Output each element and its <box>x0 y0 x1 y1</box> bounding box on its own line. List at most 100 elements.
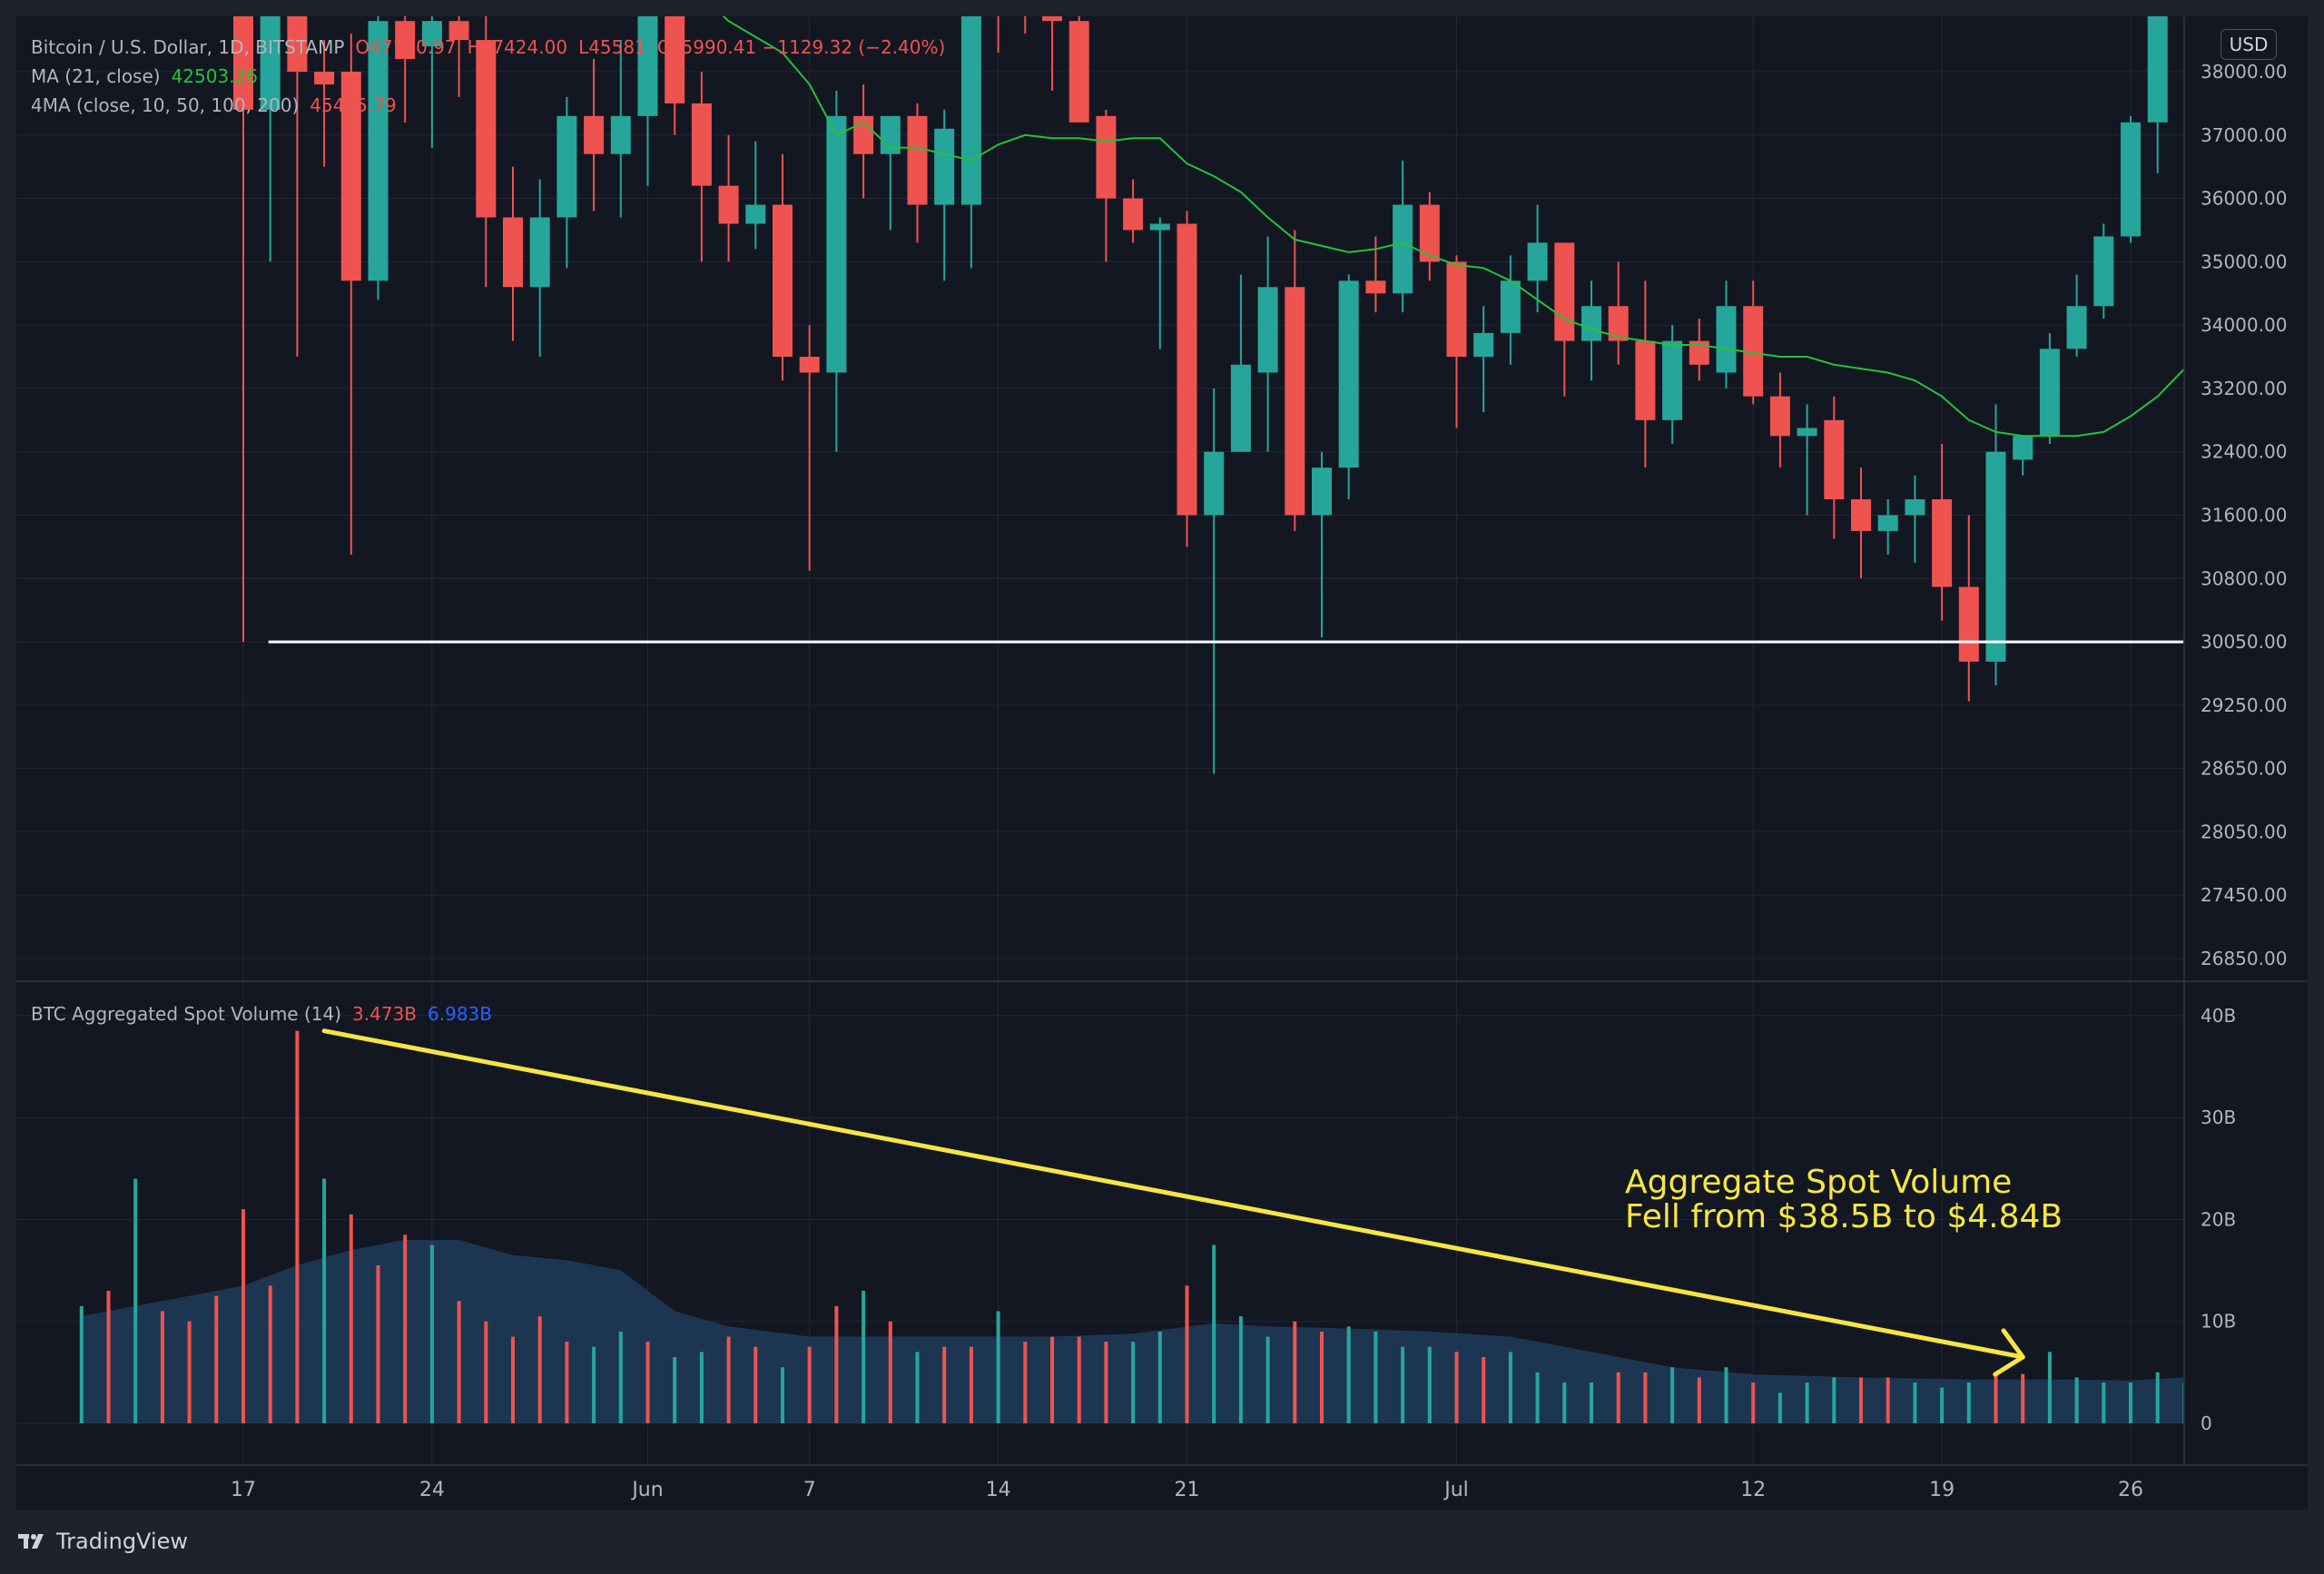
volume-bar <box>1562 1382 1567 1423</box>
volume-axis: 0 10B 20B 30B 40B <box>2201 1005 2236 1434</box>
volume-bar <box>106 1291 111 1423</box>
candle-body <box>1312 467 1332 516</box>
candle-body <box>773 204 793 358</box>
candle <box>314 40 335 167</box>
volume-bar <box>268 1285 272 1423</box>
candle <box>1932 443 1953 621</box>
volume-bar <box>1185 1285 1189 1423</box>
candle <box>260 16 281 262</box>
candle <box>1851 467 1871 579</box>
tradingview-logo[interactable]: TradingView <box>18 1529 188 1554</box>
candle-body <box>1689 340 1709 365</box>
volume-bar <box>834 1305 839 1423</box>
candle-body <box>960 16 981 205</box>
price-tick-label: 32400.00 <box>2201 441 2287 463</box>
candle-body <box>1204 451 1225 516</box>
candle-body <box>1500 280 1521 333</box>
candle-body <box>2147 16 2168 123</box>
volume-bar <box>1050 1336 1054 1423</box>
candle-body <box>287 16 308 72</box>
candle <box>1042 16 1062 91</box>
price-tick-label: 35000.00 <box>2201 251 2287 272</box>
volume-bar <box>618 1331 623 1423</box>
price-tick-label: 38000.00 <box>2201 61 2287 83</box>
candle <box>421 16 442 148</box>
volume-bar <box>1374 1331 1378 1423</box>
candle-body <box>718 185 739 224</box>
candle <box>1068 16 1089 123</box>
ohlc-open: O47130.97 <box>355 36 457 58</box>
candle <box>1824 396 1845 539</box>
volume-bar <box>969 1346 973 1423</box>
volume-bar <box>753 1346 758 1423</box>
price-tick-label: 36000.00 <box>2201 188 2287 210</box>
volume-legend: BTC Aggregated Spot Volume (14) 3.473B 6.9… <box>31 1003 503 1025</box>
candle <box>448 16 469 97</box>
volume-bar <box>322 1178 327 1423</box>
price-tick-label: 27450.00 <box>2201 884 2287 906</box>
volume-bar <box>2047 1352 2052 1423</box>
candle-body <box>1338 280 1359 468</box>
volume-bar <box>915 1352 920 1423</box>
time-tick-label: 24 <box>419 1479 445 1501</box>
volume-bar <box>1482 1357 1486 1423</box>
volume-tick-label: 0 <box>2201 1412 2212 1434</box>
candle <box>1393 160 1413 313</box>
candle <box>997 16 1000 54</box>
volume-bar <box>1131 1342 1136 1423</box>
ohlc-close-change: C45990.41 −1129.32 (−2.40%) <box>656 36 946 58</box>
price-axis-background <box>2184 16 2308 980</box>
candle-body <box>799 357 820 373</box>
volume-bar <box>1886 1377 1890 1423</box>
candle <box>1312 451 1332 638</box>
volume-bar <box>1697 1377 1701 1423</box>
time-axis-background <box>16 1465 2308 1510</box>
candle-body <box>448 21 469 41</box>
candle-body <box>1419 204 1440 262</box>
price-axis: 26850.00 27450.00 28050.00 28650.00 29250.00… <box>2201 61 2287 969</box>
volume-bar <box>1832 1377 1837 1423</box>
candle <box>368 16 389 300</box>
volume-bar <box>645 1342 650 1423</box>
time-tick-label: 21 <box>1175 1479 1200 1501</box>
volume-bar <box>1157 1331 1162 1423</box>
candle <box>1985 404 2006 686</box>
candle-body <box>260 16 281 110</box>
candle <box>1177 211 1197 547</box>
volume-bar <box>1966 1382 1971 1423</box>
candle-body <box>1393 204 1413 294</box>
volume-bar <box>1104 1342 1108 1423</box>
volume-bar <box>1724 1367 1728 1423</box>
candle <box>1608 261 1629 365</box>
volume-bar <box>484 1321 488 1423</box>
tradingview-logo-text: TradingView <box>56 1529 189 1554</box>
candle-body <box>1285 287 1305 516</box>
price-tick-label: 28050.00 <box>2201 821 2287 842</box>
time-tick-label: 17 <box>231 1479 256 1501</box>
candle <box>1204 388 1225 774</box>
candle-body <box>2121 122 2141 237</box>
candle-body <box>556 115 577 218</box>
candle-body <box>1527 242 1548 281</box>
volume-bar <box>1590 1382 1593 1423</box>
candle <box>233 16 253 643</box>
candle-body <box>1662 340 1683 420</box>
candle <box>2147 16 2168 173</box>
candle <box>1716 280 1737 389</box>
candle-body <box>233 16 253 110</box>
volume-bar <box>996 1311 1000 1423</box>
volume-bar <box>862 1291 866 1423</box>
volume-bar <box>1670 1367 1675 1423</box>
candle-body <box>1257 287 1278 373</box>
price-tick-label: 28650.00 <box>2201 758 2287 780</box>
candle <box>1877 499 1898 556</box>
currency-badge[interactable]: USD <box>2221 29 2277 60</box>
candle-body <box>368 21 389 281</box>
candle <box>691 72 712 262</box>
volume-value-blue: 6.983B <box>428 1003 492 1025</box>
volume-bar <box>1616 1372 1620 1423</box>
time-tick-label: Jul <box>1443 1479 1469 1501</box>
price-tick-label: 26850.00 <box>2201 948 2287 969</box>
volume-bar <box>511 1336 515 1423</box>
candle-body <box>826 115 847 373</box>
